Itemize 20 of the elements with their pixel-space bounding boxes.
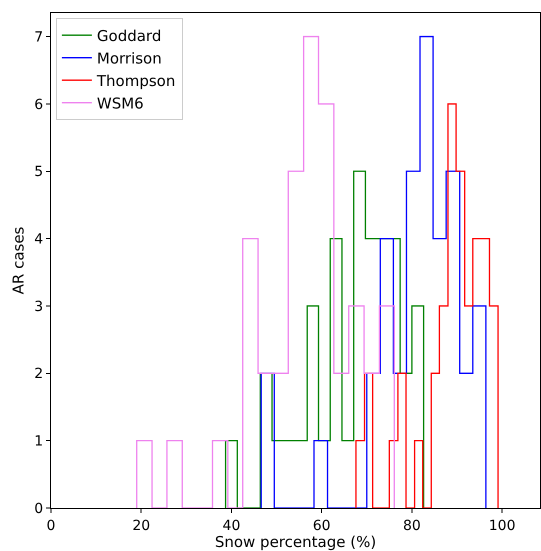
y-tick-label: 6 <box>34 96 44 113</box>
y-tick-label: 2 <box>34 366 44 382</box>
y-tick-label: 7 <box>34 29 44 46</box>
legend-label: WSM6 <box>96 94 144 113</box>
x-tick-label: 0 <box>46 518 56 534</box>
legend-label: Goddard <box>96 27 162 46</box>
y-tick-label: 0 <box>34 500 44 517</box>
y-axis-title: AR cases <box>10 226 28 294</box>
y-tick-label: 4 <box>34 232 44 248</box>
legend-label: Morrison <box>96 50 162 68</box>
y-tick-label: 5 <box>34 164 44 180</box>
x-tick-label: 80 <box>402 518 421 534</box>
legend-label: Thompson <box>96 72 176 90</box>
x-tick-label: 60 <box>312 518 331 534</box>
x-tick-label: 100 <box>488 518 516 534</box>
x-tick-label: 20 <box>132 518 150 534</box>
x-axis-title: Snow percentage (%) <box>214 533 376 551</box>
x-tick-label: 40 <box>222 518 240 534</box>
y-tick-label: 3 <box>34 298 44 315</box>
y-tick-label: 1 <box>34 434 44 450</box>
